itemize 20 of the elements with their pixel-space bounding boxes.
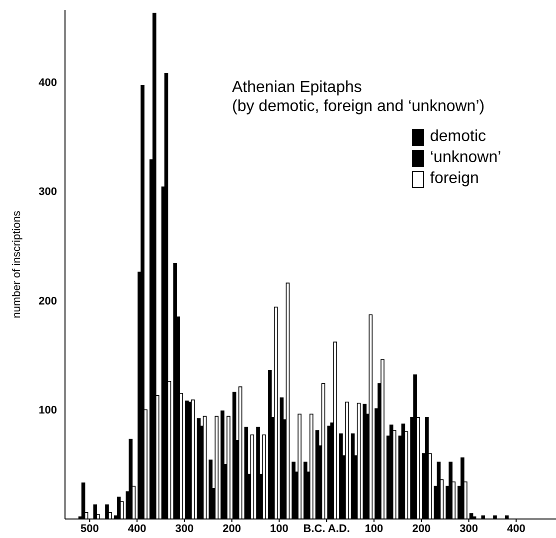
y-tick-label: 400 — [38, 76, 57, 89]
legend-label: demotic — [430, 127, 486, 147]
x-tick-label: 400 — [128, 522, 146, 535]
y-tick-label: 200 — [38, 295, 57, 308]
x-tick-label: 100 — [270, 522, 288, 535]
x-tick-label: 500 — [80, 522, 99, 535]
legend-label: ‘unknown’ — [430, 148, 502, 168]
y-tick-label: 100 — [38, 404, 57, 417]
x-tick-label: B.C. A.D. — [303, 522, 350, 535]
x-tick-label: 100 — [364, 522, 384, 535]
text: (by demotic, foreign and ‘unknown’) — [232, 97, 485, 116]
y-axis-title: number of inscriptions — [10, 210, 23, 318]
legend-label: foreign — [430, 169, 479, 189]
x-tick-label: 300 — [460, 522, 478, 535]
y-tick-label: 300 — [38, 186, 57, 198]
x-tick-label: 400 — [507, 522, 526, 535]
x-tick-label: 200 — [222, 522, 242, 535]
text: Athenian Epitaphs — [232, 78, 363, 97]
x-tick-label: 300 — [175, 522, 194, 535]
x-tick-label: 200 — [412, 522, 431, 535]
